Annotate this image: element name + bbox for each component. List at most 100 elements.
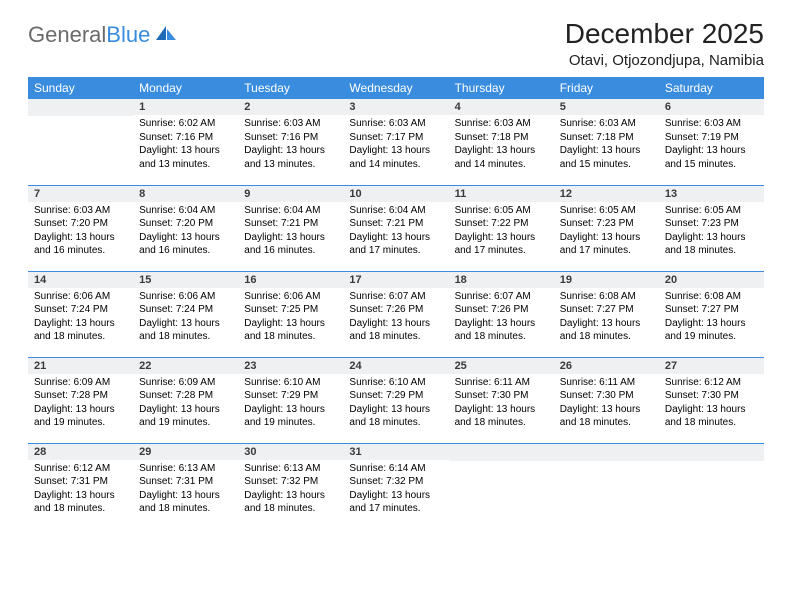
calendar-week-row: 7Sunrise: 6:03 AMSunset: 7:20 PMDaylight…: [28, 185, 764, 271]
brand-part2: Blue: [106, 22, 150, 48]
day-details: Sunrise: 6:05 AMSunset: 7:23 PMDaylight:…: [554, 202, 659, 262]
calendar-day-cell: 2Sunrise: 6:03 AMSunset: 7:16 PMDaylight…: [238, 99, 343, 185]
empty-day: [28, 99, 133, 116]
calendar-day-cell: 7Sunrise: 6:03 AMSunset: 7:20 PMDaylight…: [28, 185, 133, 271]
calendar-day-cell: 5Sunrise: 6:03 AMSunset: 7:18 PMDaylight…: [554, 99, 659, 185]
brand-logo: GeneralBlue: [28, 18, 178, 48]
calendar-day-cell: 12Sunrise: 6:05 AMSunset: 7:23 PMDayligh…: [554, 185, 659, 271]
calendar-day-cell: 27Sunrise: 6:12 AMSunset: 7:30 PMDayligh…: [659, 357, 764, 443]
day-number: 11: [449, 186, 554, 202]
day-number: 24: [343, 358, 448, 374]
day-details: Sunrise: 6:09 AMSunset: 7:28 PMDaylight:…: [133, 374, 238, 434]
location-text: Otavi, Otjozondjupa, Namibia: [565, 52, 764, 69]
calendar-day-cell: 13Sunrise: 6:05 AMSunset: 7:23 PMDayligh…: [659, 185, 764, 271]
calendar-day-cell: 4Sunrise: 6:03 AMSunset: 7:18 PMDaylight…: [449, 99, 554, 185]
calendar-day-cell: 17Sunrise: 6:07 AMSunset: 7:26 PMDayligh…: [343, 271, 448, 357]
sail-icon: [154, 22, 178, 48]
calendar-day-cell: [449, 443, 554, 529]
day-details: Sunrise: 6:11 AMSunset: 7:30 PMDaylight:…: [554, 374, 659, 434]
calendar-day-cell: 28Sunrise: 6:12 AMSunset: 7:31 PMDayligh…: [28, 443, 133, 529]
day-number: 16: [238, 272, 343, 288]
day-number: 26: [554, 358, 659, 374]
day-details: Sunrise: 6:10 AMSunset: 7:29 PMDaylight:…: [238, 374, 343, 434]
day-number: 22: [133, 358, 238, 374]
calendar-day-cell: [659, 443, 764, 529]
day-details: Sunrise: 6:02 AMSunset: 7:16 PMDaylight:…: [133, 115, 238, 175]
calendar-week-row: 28Sunrise: 6:12 AMSunset: 7:31 PMDayligh…: [28, 443, 764, 529]
day-number: 23: [238, 358, 343, 374]
day-details: Sunrise: 6:03 AMSunset: 7:18 PMDaylight:…: [554, 115, 659, 175]
day-details: Sunrise: 6:08 AMSunset: 7:27 PMDaylight:…: [554, 288, 659, 348]
brand-part1: General: [28, 22, 106, 48]
calendar-day-cell: 23Sunrise: 6:10 AMSunset: 7:29 PMDayligh…: [238, 357, 343, 443]
day-details: Sunrise: 6:06 AMSunset: 7:24 PMDaylight:…: [133, 288, 238, 348]
day-details: Sunrise: 6:04 AMSunset: 7:20 PMDaylight:…: [133, 202, 238, 262]
month-title: December 2025: [565, 18, 764, 50]
day-number: 1: [133, 99, 238, 115]
day-number: 30: [238, 444, 343, 460]
day-number: 5: [554, 99, 659, 115]
day-number: 10: [343, 186, 448, 202]
calendar-day-cell: 29Sunrise: 6:13 AMSunset: 7:31 PMDayligh…: [133, 443, 238, 529]
day-details: Sunrise: 6:06 AMSunset: 7:25 PMDaylight:…: [238, 288, 343, 348]
calendar-day-cell: 30Sunrise: 6:13 AMSunset: 7:32 PMDayligh…: [238, 443, 343, 529]
day-details: Sunrise: 6:09 AMSunset: 7:28 PMDaylight:…: [28, 374, 133, 434]
calendar-day-cell: 10Sunrise: 6:04 AMSunset: 7:21 PMDayligh…: [343, 185, 448, 271]
calendar-day-cell: 22Sunrise: 6:09 AMSunset: 7:28 PMDayligh…: [133, 357, 238, 443]
day-number: 17: [343, 272, 448, 288]
calendar-day-cell: 11Sunrise: 6:05 AMSunset: 7:22 PMDayligh…: [449, 185, 554, 271]
weekday-header: Tuesday: [238, 77, 343, 99]
day-details: Sunrise: 6:03 AMSunset: 7:18 PMDaylight:…: [449, 115, 554, 175]
day-number: 21: [28, 358, 133, 374]
calendar-day-cell: [554, 443, 659, 529]
day-number: 14: [28, 272, 133, 288]
calendar-day-cell: 9Sunrise: 6:04 AMSunset: 7:21 PMDaylight…: [238, 185, 343, 271]
day-details: Sunrise: 6:03 AMSunset: 7:19 PMDaylight:…: [659, 115, 764, 175]
calendar-week-row: 14Sunrise: 6:06 AMSunset: 7:24 PMDayligh…: [28, 271, 764, 357]
day-number: 4: [449, 99, 554, 115]
day-details: Sunrise: 6:12 AMSunset: 7:30 PMDaylight:…: [659, 374, 764, 434]
day-details: Sunrise: 6:13 AMSunset: 7:32 PMDaylight:…: [238, 460, 343, 520]
calendar-day-cell: 18Sunrise: 6:07 AMSunset: 7:26 PMDayligh…: [449, 271, 554, 357]
day-number: 15: [133, 272, 238, 288]
day-number: 8: [133, 186, 238, 202]
day-number: 2: [238, 99, 343, 115]
day-details: Sunrise: 6:03 AMSunset: 7:17 PMDaylight:…: [343, 115, 448, 175]
day-details: Sunrise: 6:07 AMSunset: 7:26 PMDaylight:…: [449, 288, 554, 348]
weekday-header: Thursday: [449, 77, 554, 99]
day-details: Sunrise: 6:12 AMSunset: 7:31 PMDaylight:…: [28, 460, 133, 520]
weekday-header: Saturday: [659, 77, 764, 99]
day-details: Sunrise: 6:13 AMSunset: 7:31 PMDaylight:…: [133, 460, 238, 520]
day-number: 18: [449, 272, 554, 288]
day-details: Sunrise: 6:05 AMSunset: 7:23 PMDaylight:…: [659, 202, 764, 262]
day-details: Sunrise: 6:07 AMSunset: 7:26 PMDaylight:…: [343, 288, 448, 348]
day-details: Sunrise: 6:10 AMSunset: 7:29 PMDaylight:…: [343, 374, 448, 434]
weekday-header-row: SundayMondayTuesdayWednesdayThursdayFrid…: [28, 77, 764, 99]
calendar-day-cell: 3Sunrise: 6:03 AMSunset: 7:17 PMDaylight…: [343, 99, 448, 185]
day-number: 28: [28, 444, 133, 460]
day-number: 9: [238, 186, 343, 202]
day-number: 27: [659, 358, 764, 374]
page-header: GeneralBlue December 2025 Otavi, Otjozon…: [28, 18, 764, 69]
day-details: Sunrise: 6:05 AMSunset: 7:22 PMDaylight:…: [449, 202, 554, 262]
empty-day: [554, 444, 659, 461]
empty-day: [659, 444, 764, 461]
calendar-day-cell: 19Sunrise: 6:08 AMSunset: 7:27 PMDayligh…: [554, 271, 659, 357]
calendar-day-cell: 21Sunrise: 6:09 AMSunset: 7:28 PMDayligh…: [28, 357, 133, 443]
day-details: Sunrise: 6:08 AMSunset: 7:27 PMDaylight:…: [659, 288, 764, 348]
day-details: Sunrise: 6:03 AMSunset: 7:20 PMDaylight:…: [28, 202, 133, 262]
calendar-day-cell: 8Sunrise: 6:04 AMSunset: 7:20 PMDaylight…: [133, 185, 238, 271]
calendar-day-cell: 25Sunrise: 6:11 AMSunset: 7:30 PMDayligh…: [449, 357, 554, 443]
day-details: Sunrise: 6:04 AMSunset: 7:21 PMDaylight:…: [343, 202, 448, 262]
weekday-header: Friday: [554, 77, 659, 99]
day-number: 6: [659, 99, 764, 115]
calendar-week-row: 1Sunrise: 6:02 AMSunset: 7:16 PMDaylight…: [28, 99, 764, 185]
title-block: December 2025 Otavi, Otjozondjupa, Namib…: [565, 18, 764, 69]
day-number: 12: [554, 186, 659, 202]
weekday-header: Sunday: [28, 77, 133, 99]
calendar-day-cell: 24Sunrise: 6:10 AMSunset: 7:29 PMDayligh…: [343, 357, 448, 443]
calendar-day-cell: 6Sunrise: 6:03 AMSunset: 7:19 PMDaylight…: [659, 99, 764, 185]
day-number: 7: [28, 186, 133, 202]
calendar-day-cell: 31Sunrise: 6:14 AMSunset: 7:32 PMDayligh…: [343, 443, 448, 529]
weekday-header: Wednesday: [343, 77, 448, 99]
